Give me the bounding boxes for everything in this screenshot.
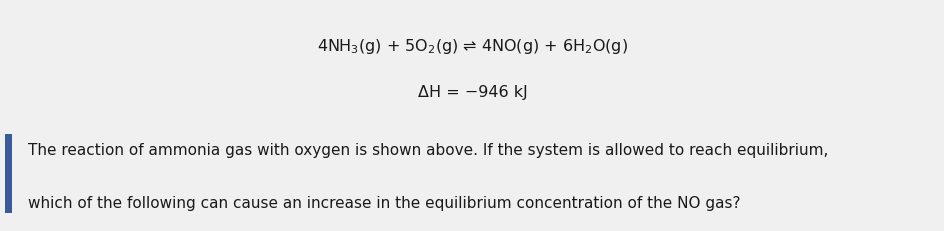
Text: The reaction of ammonia gas with oxygen is shown above. If the system is allowed: The reaction of ammonia gas with oxygen …: [28, 143, 828, 158]
Text: which of the following can cause an increase in the equilibrium concentration of: which of the following can cause an incr…: [28, 196, 740, 211]
Text: 4NH$_3$(g) + 5O$_2$(g) ⇌ 4NO(g) + 6H$_2$O(g): 4NH$_3$(g) + 5O$_2$(g) ⇌ 4NO(g) + 6H$_2$…: [316, 37, 628, 56]
Text: ΔH = −946 kJ: ΔH = −946 kJ: [417, 85, 527, 100]
FancyBboxPatch shape: [5, 134, 12, 213]
